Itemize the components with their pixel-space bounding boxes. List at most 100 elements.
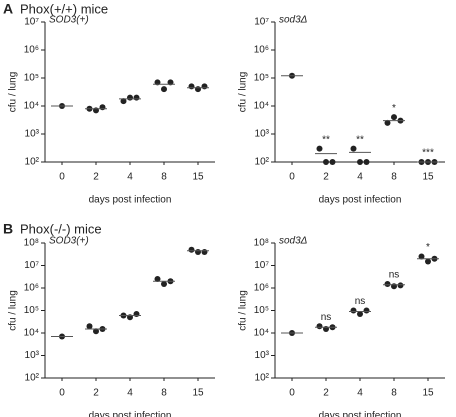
y-tick-label: 10⁵ — [254, 305, 269, 316]
significance-label: ns — [321, 312, 332, 323]
data-point — [201, 248, 208, 255]
y-tick-label: 10³ — [255, 350, 270, 361]
data-point — [201, 83, 208, 90]
y-tick-label: 10² — [255, 157, 270, 168]
data-point — [188, 246, 195, 253]
plot-title: sod3Δ — [279, 15, 308, 26]
y-tick-label: 10⁶ — [24, 283, 39, 294]
data-point — [188, 83, 195, 90]
y-tick-label: 10² — [25, 373, 40, 384]
y-tick-label: 10² — [25, 157, 40, 168]
significance-label: * — [392, 103, 396, 114]
y-tick-label: 10⁴ — [24, 101, 39, 112]
x-tick-label: 4 — [127, 388, 133, 399]
panel-letter: B — [3, 221, 13, 237]
x-tick-label: 0 — [289, 388, 295, 399]
y-tick-label: 10⁷ — [254, 260, 269, 271]
data-point — [357, 310, 363, 317]
y-tick-label: 10⁴ — [254, 328, 269, 339]
data-point — [86, 323, 93, 330]
data-point — [384, 281, 391, 288]
x-tick-label: 8 — [391, 388, 397, 399]
data-point — [195, 248, 201, 255]
data-point — [418, 253, 425, 260]
y-tick-label: 10⁶ — [254, 283, 269, 294]
x-axis-label: days post infection — [319, 195, 402, 206]
plot-title: SOD3(+) — [49, 15, 89, 26]
y-tick-label: 10⁷ — [24, 17, 39, 28]
y-tick-label: 10⁶ — [254, 45, 269, 56]
x-tick-label: 15 — [192, 388, 204, 399]
y-tick-label: 10³ — [25, 129, 40, 140]
y-tick-label: 10⁷ — [24, 260, 39, 271]
significance-label: ** — [322, 134, 330, 145]
y-tick-label: 10² — [255, 373, 270, 384]
x-tick-label: 15 — [422, 388, 434, 399]
data-point — [133, 310, 140, 317]
x-tick-label: 2 — [93, 172, 99, 183]
x-tick-label: 8 — [161, 172, 167, 183]
panel-letter: A — [3, 1, 13, 17]
data-point — [195, 86, 201, 93]
data-point — [425, 258, 431, 265]
y-axis-label: cfu / lung — [238, 290, 249, 331]
y-tick-label: 10⁵ — [24, 305, 39, 316]
y-tick-label: 10⁵ — [24, 73, 39, 84]
data-point — [350, 307, 357, 314]
data-point — [363, 307, 370, 314]
data-point — [316, 323, 323, 330]
y-tick-label: 10³ — [25, 350, 40, 361]
y-axis-label: cfu / lung — [238, 72, 249, 113]
x-tick-label: 0 — [59, 172, 65, 183]
data-point — [329, 159, 336, 165]
data-point — [350, 145, 357, 152]
x-tick-label: 4 — [127, 172, 133, 183]
x-axis-label: days post infection — [89, 411, 172, 417]
panel-title: Phox(+/+) mice — [20, 1, 108, 16]
data-point — [133, 94, 140, 101]
y-axis-label: cfu / lung — [8, 290, 19, 331]
data-point — [391, 114, 397, 121]
data-point — [99, 104, 106, 111]
y-tick-label: 10⁶ — [24, 45, 39, 56]
data-point — [120, 98, 127, 105]
data-point — [391, 283, 397, 290]
data-point — [161, 281, 167, 288]
x-tick-label: 0 — [59, 388, 65, 399]
data-point — [357, 159, 363, 165]
y-tick-label: 10⁷ — [254, 17, 269, 28]
significance-label: ns — [355, 296, 366, 307]
x-tick-label: 15 — [422, 172, 434, 183]
y-tick-label: 10⁵ — [254, 73, 269, 84]
data-point — [323, 159, 329, 165]
x-tick-label: 4 — [357, 388, 363, 399]
y-tick-label: 10³ — [255, 129, 270, 140]
y-tick-label: 10⁴ — [254, 101, 269, 112]
data-point — [363, 159, 370, 165]
plot-title: SOD3(+) — [49, 236, 89, 247]
x-tick-label: 4 — [357, 172, 363, 183]
data-point — [397, 282, 404, 289]
x-axis-label: days post infection — [319, 411, 402, 417]
data-point — [384, 119, 391, 126]
x-tick-label: 2 — [93, 388, 99, 399]
data-point — [93, 328, 99, 335]
x-tick-label: 0 — [289, 172, 295, 183]
x-tick-label: 8 — [391, 172, 397, 183]
significance-label: ns — [389, 270, 400, 281]
panel-title: Phox(-/-) mice — [20, 221, 102, 236]
plot-title: sod3Δ — [279, 236, 308, 247]
data-point — [316, 145, 323, 152]
y-axis-label: cfu / lung — [8, 72, 19, 113]
x-tick-label: 15 — [192, 172, 204, 183]
y-tick-label: 10⁸ — [24, 238, 39, 249]
data-point — [154, 276, 161, 283]
data-point — [161, 86, 167, 93]
x-tick-label: 2 — [323, 172, 329, 183]
y-tick-label: 10⁴ — [24, 328, 39, 339]
x-tick-label: 2 — [323, 388, 329, 399]
significance-label: * — [426, 242, 430, 253]
y-tick-label: 10⁸ — [254, 238, 269, 249]
x-tick-label: 8 — [161, 388, 167, 399]
